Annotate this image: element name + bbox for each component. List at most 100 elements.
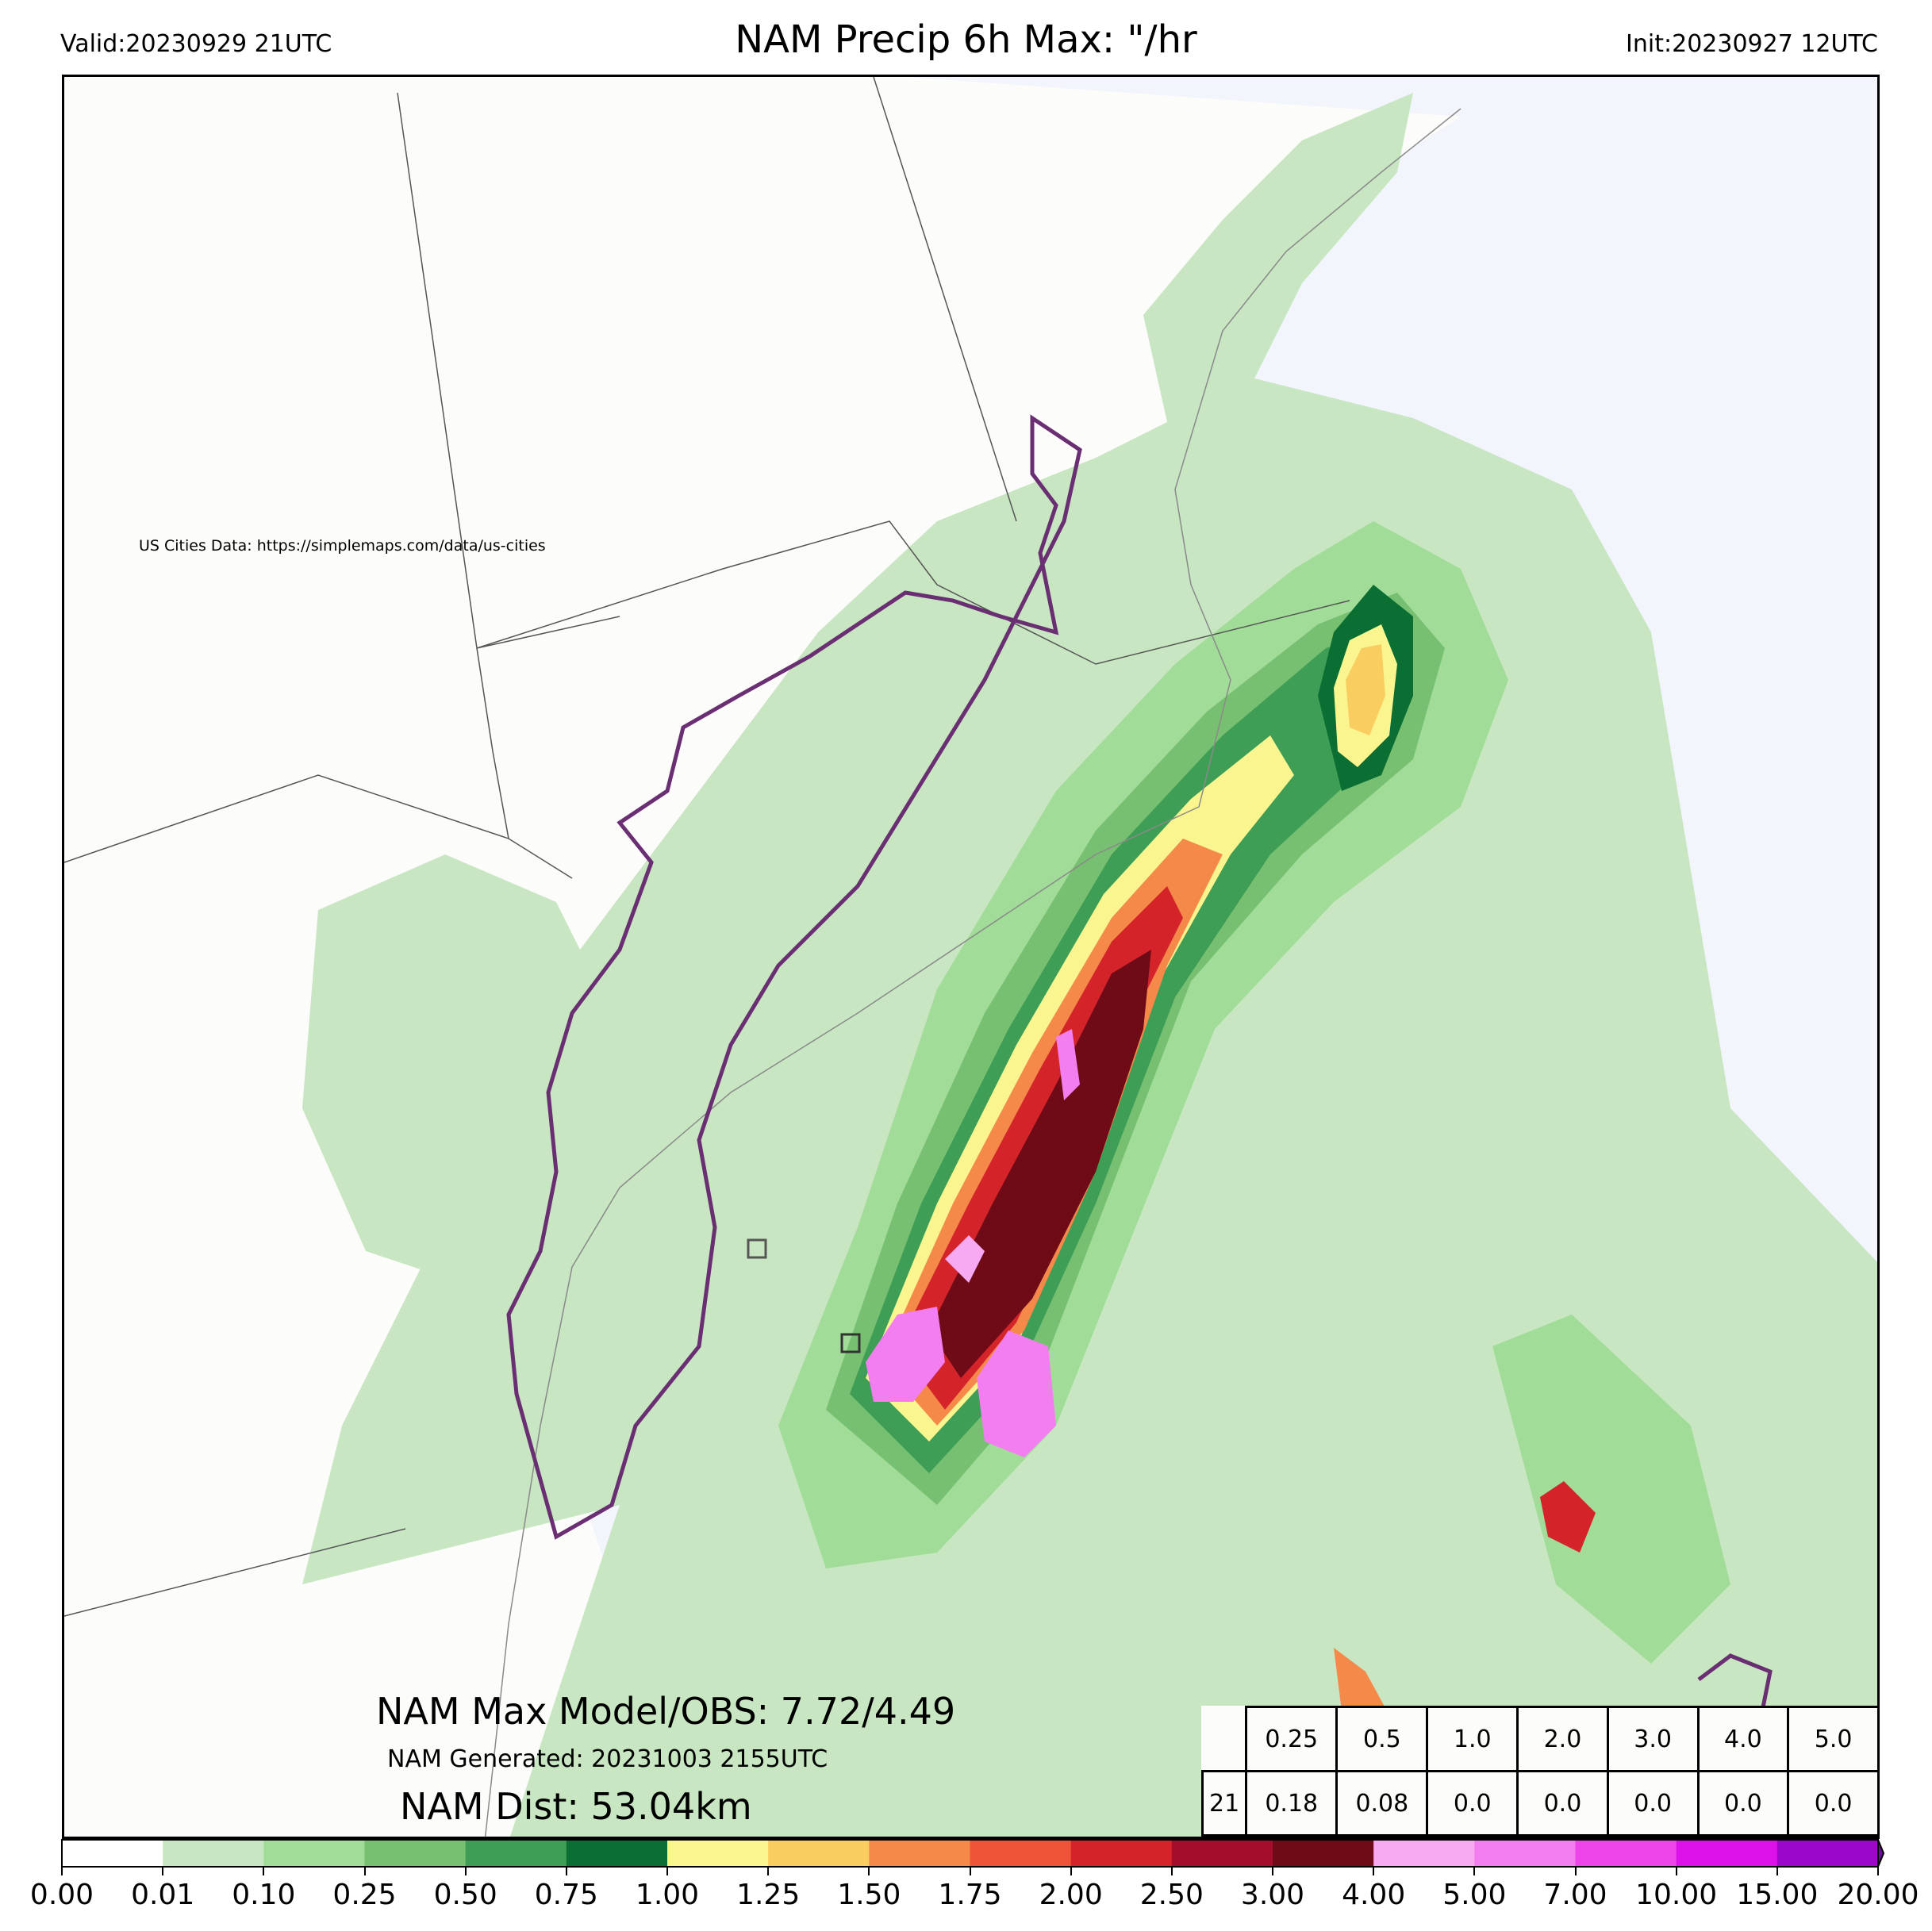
colorbar-tick-label: 1.50 bbox=[837, 1879, 901, 1911]
table-corner bbox=[1203, 1707, 1246, 1772]
colorbar-segment bbox=[869, 1840, 970, 1867]
colorbar-tick-mark bbox=[565, 1868, 567, 1875]
value-cell: 0.0 bbox=[1696, 1770, 1790, 1837]
row-label-cell: 21 bbox=[1200, 1770, 1248, 1837]
colorbar-tick-label: 1.75 bbox=[938, 1879, 1002, 1911]
colorbar-tick-mark bbox=[61, 1868, 63, 1875]
colorbar-tick-mark bbox=[1574, 1868, 1577, 1875]
precip-field-cape-orange bbox=[1346, 644, 1385, 735]
colorbar-tick-label: 1.00 bbox=[635, 1879, 700, 1911]
value-cell: 0.18 bbox=[1245, 1770, 1339, 1837]
page-title: NAM Precip 6h Max: "/hr bbox=[735, 17, 1197, 62]
colorbar-tick-label: 15.00 bbox=[1736, 1879, 1819, 1911]
precip-field-light-west bbox=[302, 854, 620, 1283]
threshold-cell: 1.0 bbox=[1426, 1706, 1519, 1772]
station-marker-1[interactable] bbox=[747, 1238, 767, 1259]
colorbar-tick-mark bbox=[767, 1868, 770, 1875]
colorbar-tick-mark bbox=[1272, 1868, 1273, 1875]
threshold-cell: 2.0 bbox=[1516, 1706, 1609, 1772]
colorbar-tick-label: 0.25 bbox=[332, 1879, 397, 1911]
colorbar-segment bbox=[263, 1840, 365, 1867]
threshold-cell: 0.5 bbox=[1335, 1706, 1429, 1772]
colorbar-border bbox=[61, 1839, 1879, 1868]
precip-core-pink-3 bbox=[1056, 1029, 1080, 1100]
colorbar-tick-mark bbox=[263, 1868, 265, 1875]
colorbar-segment bbox=[1676, 1840, 1778, 1867]
data-credit: US Cities Data: https://simplemaps.com/d… bbox=[139, 537, 546, 555]
colorbar-segment bbox=[1171, 1840, 1273, 1867]
colorbar-tick-mark bbox=[464, 1868, 467, 1875]
colorbar-tick-label: 0.50 bbox=[433, 1879, 497, 1911]
precip-core-pink-2 bbox=[977, 1330, 1056, 1457]
colorbar-tick-mark bbox=[1170, 1868, 1173, 1875]
valid-time-label: Valid:20230929 21UTC bbox=[60, 30, 332, 58]
value-cell: 0.0 bbox=[1606, 1770, 1700, 1837]
station-marker-2[interactable] bbox=[840, 1333, 861, 1353]
colorbar-tick-label: 2.00 bbox=[1039, 1879, 1103, 1911]
colorbar bbox=[61, 1839, 1885, 1868]
colorbar-tick-mark bbox=[969, 1868, 971, 1875]
colorbar-tick-label: 0.75 bbox=[534, 1879, 598, 1911]
precip-core-pink-1 bbox=[866, 1307, 945, 1402]
value-cell: 0.08 bbox=[1335, 1770, 1429, 1837]
colorbar-segment bbox=[1273, 1840, 1374, 1867]
precip-band-darkred bbox=[929, 950, 1151, 1378]
coastline bbox=[484, 108, 1461, 1837]
colorbar-segment bbox=[1776, 1840, 1879, 1867]
colorbar-tick-label: 4.00 bbox=[1342, 1879, 1406, 1911]
value-cell: 0.0 bbox=[1787, 1770, 1880, 1837]
threshold-row: 0.25 0.5 1.0 2.0 3.0 4.0 5.0 bbox=[1203, 1706, 1880, 1772]
distance-label: NAM Dist: 53.04km bbox=[400, 1785, 752, 1828]
colorbar-segment bbox=[1070, 1840, 1173, 1867]
threshold-table-panel: 0.25 0.5 1.0 2.0 3.0 4.0 5.0 21 0.18 0.0… bbox=[1200, 1706, 1880, 1839]
precip-field-medium-se bbox=[1492, 1315, 1730, 1664]
colorbar-tick-mark bbox=[162, 1868, 164, 1875]
colorbar-tick-mark bbox=[1877, 1868, 1879, 1875]
value-row: 21 0.18 0.08 0.0 0.0 0.0 0.0 0.0 bbox=[1200, 1770, 1880, 1837]
colorbar-ticks: 0.00 0.01 0.10 0.25 0.50 0.75 1.00 1.25 1.50 1.75… bbox=[0, 1868, 1932, 1915]
colorbar-tick-label: 20.00 bbox=[1837, 1879, 1919, 1911]
basin-outline bbox=[506, 414, 1082, 1540]
threshold-table: 0.25 0.5 1.0 2.0 3.0 4.0 5.0 21 0.18 0.0… bbox=[1200, 1706, 1880, 1837]
threshold-cell: 4.0 bbox=[1696, 1706, 1790, 1772]
precip-field-light-north bbox=[1143, 93, 1413, 458]
init-time-label: Init:20230927 12UTC bbox=[1626, 30, 1878, 58]
colorbar-segment bbox=[768, 1840, 870, 1867]
colorbar-segment bbox=[163, 1840, 264, 1867]
value-cell: 0.0 bbox=[1426, 1770, 1519, 1837]
state-borders bbox=[64, 77, 1350, 1617]
colorbar-segment bbox=[364, 1840, 467, 1867]
threshold-cell: 5.0 bbox=[1787, 1706, 1880, 1772]
colorbar-segment bbox=[1474, 1840, 1576, 1867]
value-cell: 0.0 bbox=[1516, 1770, 1609, 1837]
precip-cell-se-1 bbox=[1540, 1481, 1596, 1553]
colorbar-extend-arrow bbox=[1877, 1839, 1885, 1868]
colorbar-tick-mark bbox=[868, 1868, 870, 1875]
colorbar-tick-mark bbox=[1473, 1868, 1476, 1875]
threshold-cell: 0.25 bbox=[1245, 1706, 1339, 1772]
colorbar-segment bbox=[566, 1840, 668, 1867]
precip-map[interactable]: US Cities Data: https://simplemaps.com/d… bbox=[62, 75, 1880, 1839]
colorbar-tick-label: 10.00 bbox=[1635, 1879, 1718, 1911]
generated-time-label: NAM Generated: 20231003 2155UTC bbox=[387, 1745, 828, 1773]
colorbar-tick-mark bbox=[666, 1868, 668, 1875]
colorbar-tick-label: 0.00 bbox=[29, 1879, 94, 1911]
colorbar-tick-label: 0.01 bbox=[131, 1879, 195, 1911]
colorbar-segment bbox=[1575, 1840, 1677, 1867]
colorbar-segment bbox=[62, 1840, 163, 1867]
colorbar-tick-label: 2.50 bbox=[1139, 1879, 1204, 1911]
colorbar-tick-label: 1.25 bbox=[736, 1879, 801, 1911]
colorbar-tick-mark bbox=[1070, 1868, 1072, 1875]
colorbar-segment bbox=[465, 1840, 567, 1867]
colorbar-tick-mark bbox=[1373, 1868, 1375, 1875]
colorbar-tick-mark bbox=[1675, 1868, 1677, 1875]
colorbar-tick-mark bbox=[363, 1868, 366, 1875]
max-model-obs-label: NAM Max Model/OBS: 7.72/4.49 bbox=[376, 1690, 956, 1733]
map-canvas bbox=[64, 77, 1877, 1837]
colorbar-segment bbox=[667, 1840, 769, 1867]
colorbar-tick-label: 7.00 bbox=[1543, 1879, 1607, 1911]
colorbar-tick-mark bbox=[1776, 1868, 1778, 1875]
colorbar-segment bbox=[970, 1840, 1072, 1867]
precip-core-pink-4 bbox=[945, 1235, 985, 1283]
colorbar-segment bbox=[1373, 1840, 1475, 1867]
